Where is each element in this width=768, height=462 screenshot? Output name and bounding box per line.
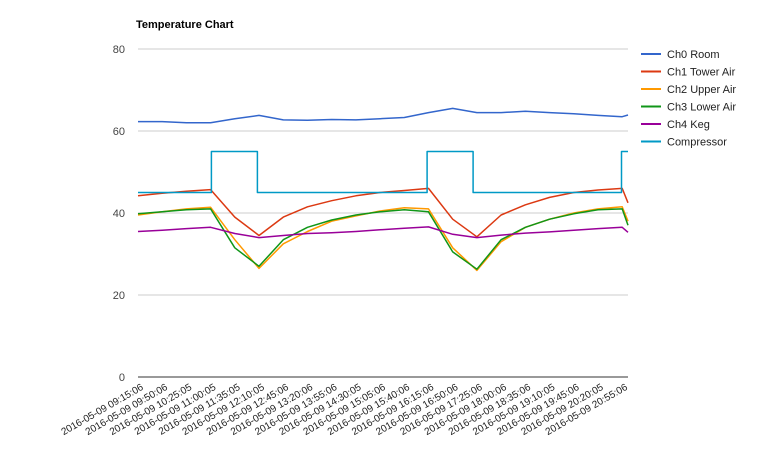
series-line-ch3-lower-air bbox=[137, 208, 629, 270]
y-tick-label: 60 bbox=[113, 126, 125, 138]
legend-label-ch0-room: Ch0 Room bbox=[667, 49, 720, 61]
y-tick-label: 0 bbox=[119, 372, 125, 384]
legend-label-ch4-keg: Ch4 Keg bbox=[667, 119, 710, 131]
series-line-compressor bbox=[138, 150, 628, 194]
legend-label-compressor: Compressor bbox=[667, 137, 727, 149]
legend-label-ch1-tower-air: Ch1 Tower Air bbox=[667, 67, 736, 79]
series-line-ch0-room bbox=[138, 107, 629, 124]
legend-label-ch3-lower-air: Ch3 Lower Air bbox=[667, 102, 736, 114]
legend-label-ch2-upper-air: Ch2 Upper Air bbox=[667, 84, 736, 96]
y-tick-label: 80 bbox=[113, 44, 125, 56]
y-tick-label: 40 bbox=[113, 208, 125, 220]
series-line-ch2-upper-air bbox=[137, 206, 629, 272]
series-line-ch1-tower-air bbox=[137, 187, 629, 238]
chart-title: Temperature Chart bbox=[136, 19, 234, 31]
y-tick-label: 20 bbox=[113, 290, 125, 302]
series-line-ch4-keg bbox=[137, 226, 629, 239]
